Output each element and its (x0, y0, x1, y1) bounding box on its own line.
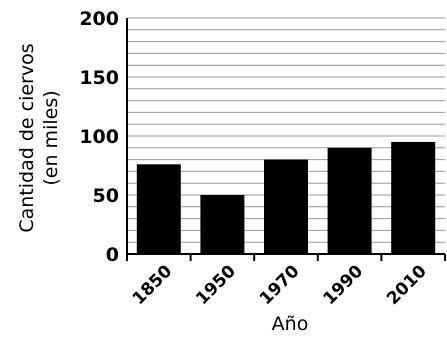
bar-1950 (200, 195, 245, 254)
bar-1850 (136, 164, 181, 254)
x-tick-labels: 1850 1950 1970 1990 2010 (129, 261, 431, 309)
y-axis-title-line-2: (en miles) (40, 90, 62, 185)
bar-1970 (264, 159, 308, 254)
x-tick-label: 1850 (129, 261, 177, 309)
y-axis-title-line-1: Cantidad de ciervos (16, 43, 38, 232)
x-tick-marks (126, 254, 446, 261)
y-tick-label: 150 (79, 67, 119, 89)
bar-2010 (391, 141, 436, 254)
bar-1990 (327, 147, 372, 254)
x-tick-label: 1950 (192, 261, 240, 309)
y-tick-labels: 0 50 100 150 200 (79, 8, 119, 266)
x-tick-label: 2010 (383, 261, 431, 309)
y-tick-label: 50 (93, 185, 119, 207)
y-tick-label: 100 (79, 126, 119, 148)
y-tick-label: 200 (79, 8, 119, 30)
x-tick-label: 1970 (256, 261, 304, 309)
bars (136, 141, 436, 254)
x-axis-title: Año (272, 313, 309, 335)
x-tick-label: 1990 (320, 261, 368, 309)
y-tick-label: 0 (106, 244, 119, 266)
